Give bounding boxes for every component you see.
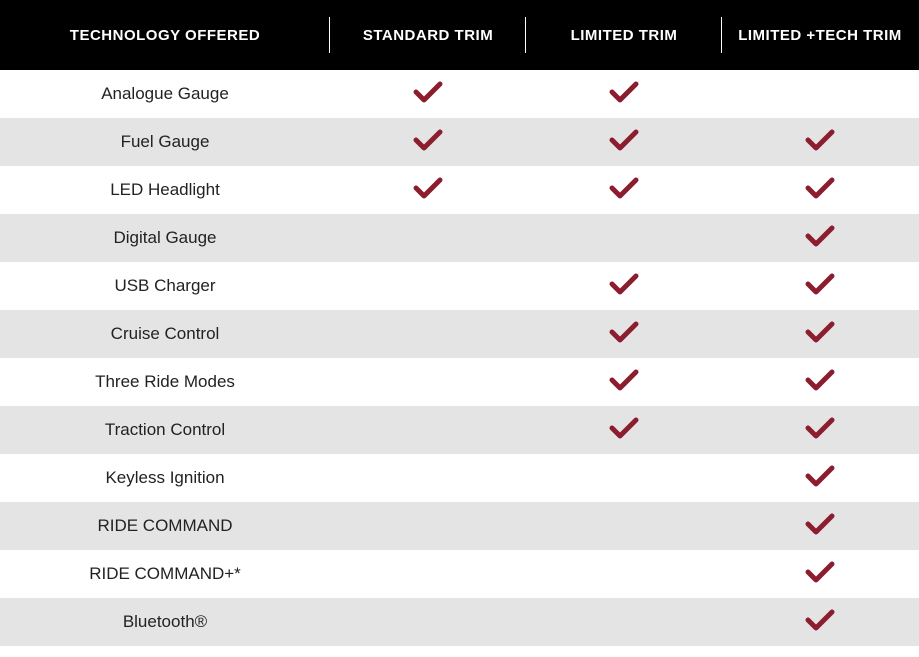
header-limited-label: LIMITED TRIM	[571, 27, 678, 44]
header-limited-tech: LIMITED +TECH TRIM	[722, 27, 918, 44]
table-row: USB Charger	[0, 262, 919, 310]
feature-cell-limited	[526, 320, 722, 349]
header-technology: TECHNOLOGY OFFERED	[0, 27, 330, 44]
header-technology-label: TECHNOLOGY OFFERED	[70, 27, 260, 44]
check-icon	[609, 128, 639, 152]
feature-cell-limited_tech	[722, 320, 918, 349]
feature-cell-limited_tech	[722, 608, 918, 637]
feature-cell-limited_tech	[722, 560, 918, 589]
feature-cell-limited_tech	[722, 224, 918, 253]
check-icon	[805, 464, 835, 488]
table-row: Fuel Gauge	[0, 118, 919, 166]
check-icon	[609, 80, 639, 104]
table-row: Analogue Gauge	[0, 70, 919, 118]
check-icon	[609, 368, 639, 392]
feature-cell-standard	[330, 176, 526, 205]
table-body: Analogue Gauge Fuel Gauge LED Headlight Dig…	[0, 70, 919, 646]
feature-label: Bluetooth®	[0, 612, 330, 632]
feature-label: RIDE COMMAND+*	[0, 564, 330, 584]
feature-cell-limited	[526, 80, 722, 109]
table-row: Traction Control	[0, 406, 919, 454]
feature-label: USB Charger	[0, 276, 330, 296]
check-icon	[609, 320, 639, 344]
feature-cell-limited	[526, 176, 722, 205]
check-icon	[805, 368, 835, 392]
comparison-table: TECHNOLOGY OFFERED STANDARD TRIM LIMITED…	[0, 0, 919, 646]
feature-cell-limited_tech	[722, 128, 918, 157]
header-standard-label: STANDARD TRIM	[363, 27, 493, 44]
feature-cell-limited	[526, 272, 722, 301]
table-header-row: TECHNOLOGY OFFERED STANDARD TRIM LIMITED…	[0, 0, 919, 70]
header-standard: STANDARD TRIM	[330, 27, 526, 44]
feature-cell-standard	[330, 80, 526, 109]
feature-cell-limited_tech	[722, 464, 918, 493]
table-row: Cruise Control	[0, 310, 919, 358]
check-icon	[609, 416, 639, 440]
check-icon	[609, 272, 639, 296]
feature-cell-limited_tech	[722, 416, 918, 445]
feature-cell-limited_tech	[722, 176, 918, 205]
feature-label: Cruise Control	[0, 324, 330, 344]
feature-cell-limited	[526, 368, 722, 397]
table-row: Digital Gauge	[0, 214, 919, 262]
feature-label: Three Ride Modes	[0, 372, 330, 392]
check-icon	[805, 320, 835, 344]
check-icon	[413, 176, 443, 200]
table-row: LED Headlight	[0, 166, 919, 214]
check-icon	[413, 80, 443, 104]
feature-cell-standard	[330, 128, 526, 157]
check-icon	[805, 176, 835, 200]
feature-label: LED Headlight	[0, 180, 330, 200]
table-row: RIDE COMMAND+*	[0, 550, 919, 598]
feature-label: Digital Gauge	[0, 228, 330, 248]
feature-cell-limited	[526, 416, 722, 445]
check-icon	[805, 128, 835, 152]
check-icon	[805, 512, 835, 536]
header-limited: LIMITED TRIM	[526, 27, 722, 44]
feature-label: Keyless Ignition	[0, 468, 330, 488]
table-row: Keyless Ignition	[0, 454, 919, 502]
feature-label: Fuel Gauge	[0, 132, 330, 152]
check-icon	[609, 176, 639, 200]
feature-cell-limited_tech	[722, 512, 918, 541]
feature-cell-limited_tech	[722, 272, 918, 301]
table-row: Three Ride Modes	[0, 358, 919, 406]
check-icon	[413, 128, 443, 152]
feature-label: Analogue Gauge	[0, 84, 330, 104]
feature-cell-limited	[526, 128, 722, 157]
header-limited-tech-label: LIMITED +TECH TRIM	[738, 27, 902, 44]
table-row: RIDE COMMAND	[0, 502, 919, 550]
feature-label: Traction Control	[0, 420, 330, 440]
feature-label: RIDE COMMAND	[0, 516, 330, 536]
check-icon	[805, 608, 835, 632]
check-icon	[805, 272, 835, 296]
check-icon	[805, 224, 835, 248]
table-row: Bluetooth®	[0, 598, 919, 646]
check-icon	[805, 560, 835, 584]
check-icon	[805, 416, 835, 440]
feature-cell-limited_tech	[722, 368, 918, 397]
